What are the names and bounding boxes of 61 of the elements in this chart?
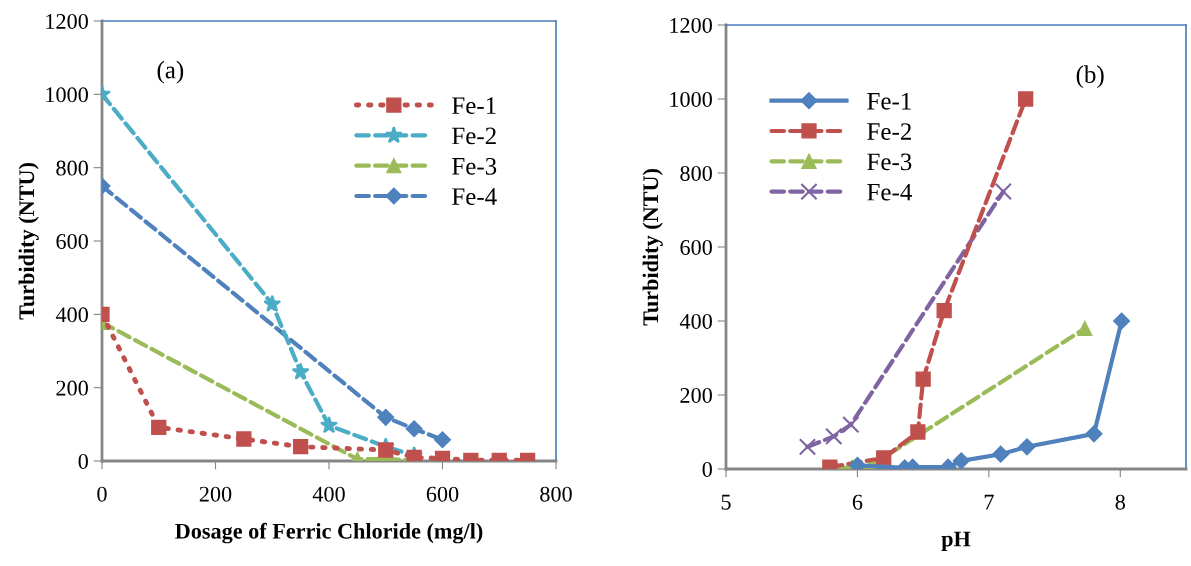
y-axis-title: Turbidity (NTU) [642,169,663,326]
y-tick-label: 200 [680,387,712,403]
legend-label: Fe-4 [452,188,497,206]
point [292,439,309,455]
x-axis-title: pH [941,531,971,551]
point [994,182,1012,201]
annotation: (a) [157,60,184,84]
x-tick-label: 5 [721,494,731,510]
legend-label: Fe-3 [452,157,497,175]
point [433,431,452,449]
x-tick-label: 800 [540,486,572,502]
point [263,294,282,312]
y-tick-label: 1200 [46,13,88,29]
point [378,442,394,458]
y-tick-label: 1000 [46,87,88,103]
y-axis-title: Turbidity (NTU) [18,163,39,320]
point [936,303,952,319]
point [377,408,395,426]
annotation: (b) [1076,65,1104,89]
point [825,427,843,446]
x-tick-label: 200 [199,486,232,502]
legend-label: Fe-2 [452,127,496,145]
point [1077,320,1093,337]
x-axis-title: Dosage of Ferric Chloride (mg/l) [175,522,483,544]
legend-label: Fe-1 [867,92,911,110]
point [1018,438,1036,456]
y-tick-label: 200 [56,380,88,396]
y-tick-label: 0 [702,461,712,477]
y-tick-label: 400 [679,313,712,329]
point [1113,312,1131,330]
y-tick-label: 1000 [670,91,712,107]
point [992,445,1010,463]
point [842,415,860,434]
x-tick-label: 400 [312,486,345,502]
point [798,438,817,456]
point [910,424,926,440]
x-tick-label: 0 [97,486,107,502]
y-tick-label: 800 [680,165,712,181]
point [952,452,970,469]
point [236,431,252,447]
y-tick-label: 600 [680,239,712,255]
point [405,420,423,438]
y-tick-label: 600 [56,233,88,249]
point [876,450,892,466]
point [1018,91,1034,107]
y-tick-label: 1200 [670,17,712,33]
y-tick-label: 800 [56,160,88,176]
point [915,371,931,387]
point [1085,425,1103,443]
y-tick-label: 0 [78,453,88,469]
y-tick-label: 400 [55,307,88,323]
x-tick-label: 7 [984,494,994,510]
point [291,362,310,380]
x-tick-label: 600 [426,486,459,502]
legend-label: Fe-3 [867,153,912,171]
legend-label: Fe-2 [867,123,911,140]
x-tick-label: 6 [852,494,863,510]
legend-label: Fe-4 [867,183,912,201]
legend-label: Fe-1 [452,97,496,115]
point [320,416,338,434]
x-tick-label: 8 [1115,494,1125,510]
